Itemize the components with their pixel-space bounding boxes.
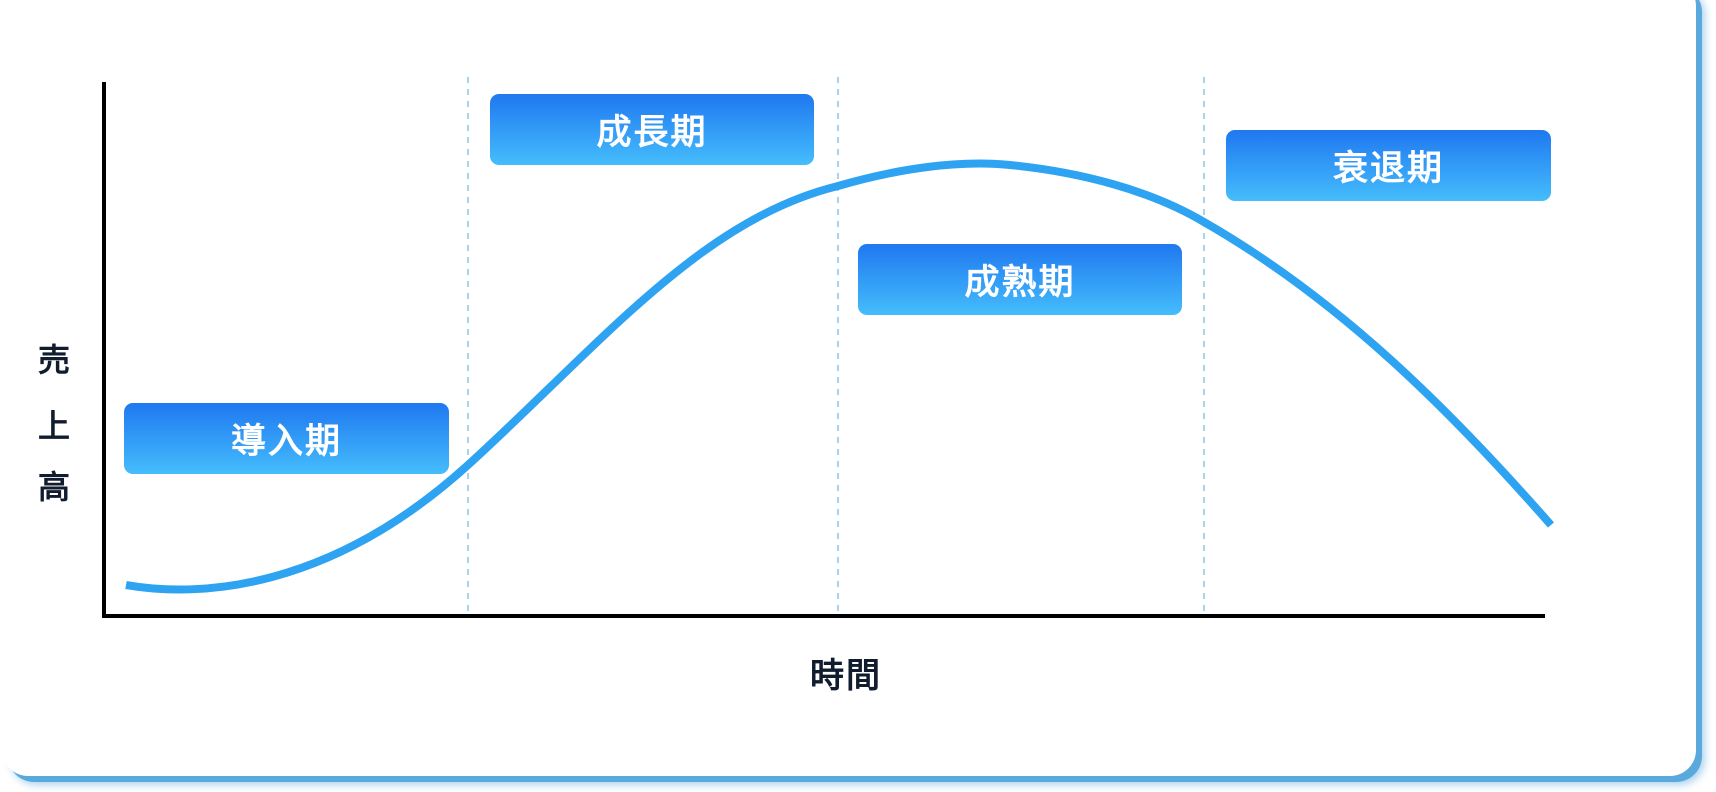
stage-decline: 衰退期 <box>1226 130 1551 201</box>
diagram-card <box>2 0 1696 776</box>
x-axis-label: 時間 <box>810 656 882 696</box>
y-axis-label-3: 高 <box>38 468 71 506</box>
y-axis-label-1: 売 <box>38 341 71 379</box>
sales-curve <box>125 159 1555 594</box>
y-axis-label-2: 上 <box>38 407 71 445</box>
stage-growth: 成長期 <box>490 94 814 165</box>
stage-introduction: 導入期 <box>124 403 449 474</box>
stage-maturity: 成熟期 <box>858 244 1182 315</box>
